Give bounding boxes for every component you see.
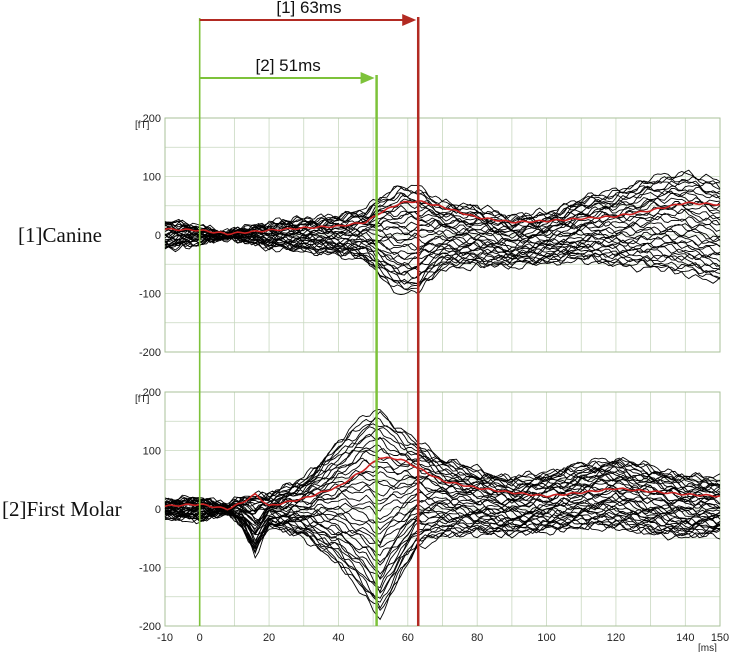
trace-line <box>164 171 721 236</box>
y-unit-label: [fT] <box>135 120 150 131</box>
y-tick-label: -200 <box>139 347 161 359</box>
latency-markers: [1] 63ms [2] 51ms <box>198 0 420 626</box>
y-tick-label: -200 <box>139 621 161 633</box>
x-tick-label: 100 <box>537 632 555 644</box>
trace-line <box>164 233 721 285</box>
latency-marker-label: [2] 51ms <box>256 56 321 75</box>
y-tick-label: 100 <box>143 172 161 184</box>
y-tick-label: -100 <box>139 289 161 301</box>
trace-line <box>164 511 721 594</box>
y-tick-label: 0 <box>155 230 161 242</box>
trace-line <box>164 232 721 261</box>
x-tick-label: 40 <box>332 632 344 644</box>
trace-line <box>164 509 721 589</box>
trace-line <box>164 232 721 279</box>
row-label: [1]Canine <box>18 223 102 247</box>
y-tick-label: 100 <box>143 446 161 458</box>
trace-line <box>164 184 721 236</box>
trace-line <box>164 501 721 548</box>
x-tick-label: 20 <box>263 632 275 644</box>
x-tick-label: 80 <box>471 632 483 644</box>
trace-line <box>164 492 721 531</box>
trace-line <box>164 504 721 563</box>
latency-arrowhead <box>360 72 375 84</box>
panel-canine: 200 100 0 -100 -200 [fT] [1]Canine <box>18 113 721 359</box>
y-unit-label: [fT] <box>135 394 150 405</box>
trace-line <box>164 504 721 566</box>
trace-line <box>164 499 721 544</box>
trace-line <box>164 459 721 514</box>
trace-line <box>164 490 721 524</box>
x-unit-label: [ms] <box>698 643 717 652</box>
y-tick-label: -100 <box>139 563 161 575</box>
trace-line <box>164 232 721 275</box>
x-tick-label: 60 <box>402 632 414 644</box>
trace-line <box>164 176 721 236</box>
trace-line <box>165 443 721 511</box>
trace-line <box>164 226 721 251</box>
trace-line <box>164 457 721 512</box>
x-tick-label: -10 <box>157 632 173 644</box>
trace-line <box>164 186 721 237</box>
trace-line <box>164 409 721 509</box>
mean-trace-line <box>164 456 721 511</box>
trace-line <box>164 505 721 575</box>
x-tick-label: 0 <box>197 632 203 644</box>
mean-trace-line <box>164 200 721 236</box>
trace-line <box>164 222 721 246</box>
x-tick-label: 140 <box>676 632 694 644</box>
trace-line <box>164 215 721 244</box>
y-tick-label: 200 <box>143 387 161 399</box>
trace-line <box>164 232 721 266</box>
latency-arrowhead <box>402 14 417 26</box>
trace-line <box>164 496 721 535</box>
x-tick-label: 150 <box>711 632 729 644</box>
x-tick-label: 120 <box>607 632 625 644</box>
x-axis: -10 0 20 40 60 80 100 120 140 150[ms] <box>157 632 729 652</box>
panel-first-molar: 200 100 0 -100 -200 [fT] [2]First Molar <box>2 387 721 633</box>
row-label: [2]First Molar <box>2 497 122 521</box>
y-tick-label: 200 <box>143 113 161 125</box>
y-tick-label: 0 <box>155 504 161 516</box>
latency-marker-label: [1] 63ms <box>276 0 341 17</box>
trace-line <box>164 509 721 599</box>
trace-line <box>164 508 721 603</box>
